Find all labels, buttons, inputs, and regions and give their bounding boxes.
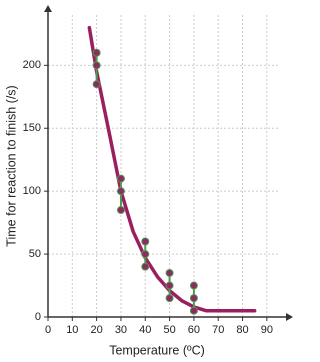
data-point xyxy=(189,281,198,290)
x-tick-label: 90 xyxy=(261,324,273,336)
chart: Temperature (ºC) Time for reaction to fi… xyxy=(4,5,293,357)
data-point xyxy=(116,206,125,215)
x-tick-label: 0 xyxy=(45,324,51,336)
x-tick-label: 60 xyxy=(188,324,200,336)
x-tick-label: 40 xyxy=(139,324,151,336)
data-point xyxy=(141,262,150,271)
data-point xyxy=(165,294,174,303)
x-tick-label: 70 xyxy=(212,324,224,336)
data-point xyxy=(141,250,150,259)
y-tick-label: 200 xyxy=(23,59,41,71)
x-axis-arrow xyxy=(286,313,293,321)
data-point xyxy=(92,61,101,70)
data-point xyxy=(189,294,198,303)
x-tick-label: 20 xyxy=(91,324,103,336)
data-point xyxy=(92,80,101,89)
x-axis-label: Temperature (ºC) xyxy=(109,343,205,357)
data-point xyxy=(116,174,125,183)
y-axis-arrow xyxy=(44,5,52,12)
data-point xyxy=(116,187,125,196)
y-tick-label: 50 xyxy=(29,248,41,260)
data-point xyxy=(141,237,150,246)
y-axis-label: Time for reaction to finish (/s) xyxy=(4,85,18,246)
data-point xyxy=(165,281,174,290)
data-point xyxy=(189,306,198,315)
y-tick-label: 0 xyxy=(35,311,41,323)
x-tick-label: 50 xyxy=(163,324,175,336)
y-tick-label: 150 xyxy=(23,122,41,134)
x-tick-label: 30 xyxy=(115,324,127,336)
y-tick-label: 100 xyxy=(23,185,41,197)
data-point xyxy=(165,268,174,277)
fit-curve xyxy=(87,25,257,313)
x-tick-label: 10 xyxy=(66,324,78,336)
data-point xyxy=(92,48,101,57)
x-tick-label: 80 xyxy=(236,324,248,336)
